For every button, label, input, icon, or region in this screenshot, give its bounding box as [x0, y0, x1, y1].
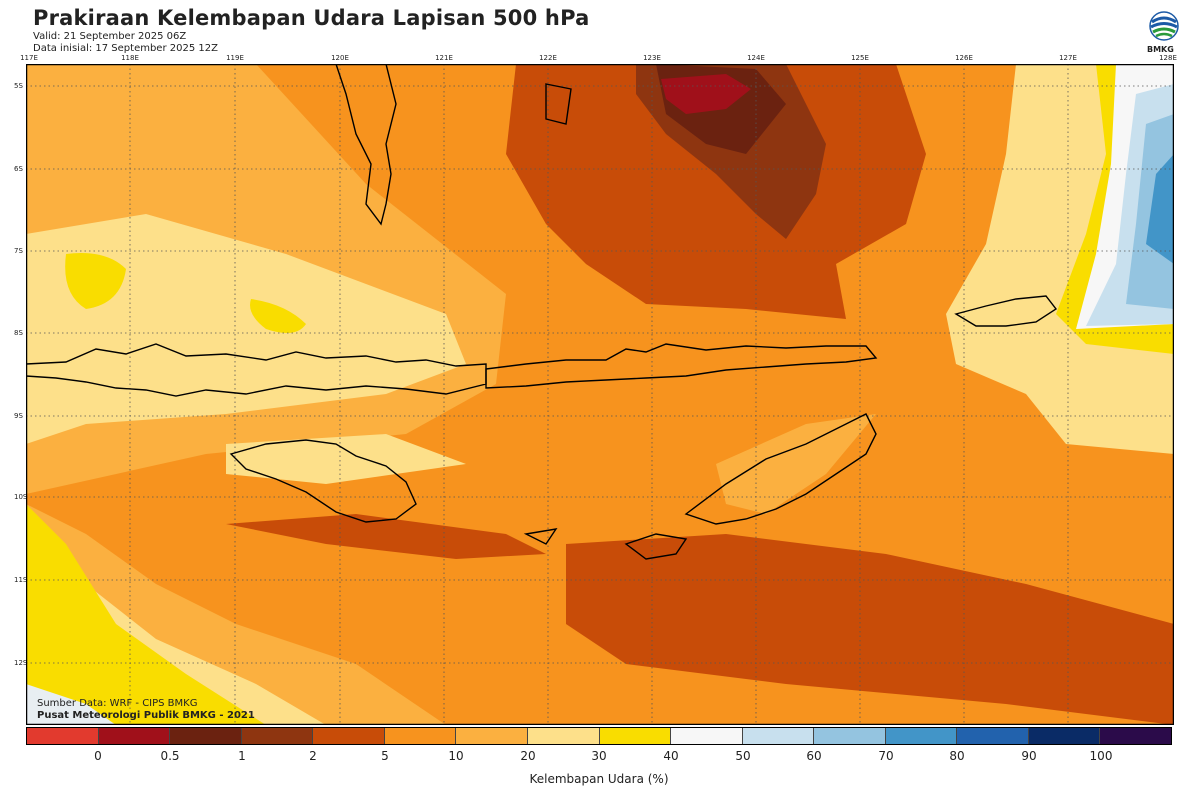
lat-label: 6S [14, 165, 23, 173]
lat-label: 5S [14, 82, 23, 90]
field-sw-yellow [26, 504, 266, 725]
colorbar-tick: 10 [448, 749, 464, 763]
island-buton [545, 83, 572, 125]
colorbar-swatch [170, 728, 242, 744]
island-wetar [954, 295, 1058, 327]
bmkg-logo-icon [1149, 11, 1179, 41]
field-center-pale [226, 434, 466, 484]
field-yellow-west1 [65, 253, 126, 309]
colorbar-tick: 100 [1089, 749, 1113, 763]
lat-label: 7S [14, 247, 23, 255]
coastlines [26, 64, 1058, 560]
island-sulawesi [335, 64, 397, 226]
island-flores [485, 343, 878, 389]
field-south-dark2 [226, 514, 546, 559]
colorbar-swatch [814, 728, 886, 744]
field-yellow-west2 [250, 299, 306, 333]
lon-label: 124E [747, 54, 765, 62]
island-small1 [523, 528, 558, 545]
colorbar-tick: 90 [1021, 749, 1037, 763]
lon-label: 118E [121, 54, 139, 62]
lon-label: 122E [539, 54, 557, 62]
island-rote [624, 533, 688, 560]
colorbar-swatch [1028, 728, 1101, 744]
colorbar-tick: 5 [381, 749, 389, 763]
colorbar-tick: 0 [94, 749, 102, 763]
island-timor [684, 413, 877, 525]
lon-label: 128E [1159, 54, 1177, 62]
lat-label: 9S [14, 412, 23, 420]
lon-label: 125E [851, 54, 869, 62]
colorbar-swatch [241, 728, 314, 744]
valid-time: Valid: 21 September 2025 06Z [33, 31, 187, 42]
lat-label: 10S [14, 493, 28, 501]
colorbar-tick: 80 [949, 749, 965, 763]
source-line: Sumber Data: WRF - CIPS BMKG [37, 698, 198, 709]
colorbar-swatch [671, 728, 743, 744]
colorbar-title: Kelembapan Udara (%) [529, 772, 669, 786]
island-sumba [229, 439, 417, 523]
lat-label: 11S [14, 576, 28, 584]
field-south-dark1 [566, 534, 1174, 725]
colorbar-tick: 60 [806, 749, 822, 763]
colorbar-swatch [527, 728, 600, 744]
lon-label: 119E [226, 54, 244, 62]
lon-label: 123E [643, 54, 661, 62]
lat-label: 12S [14, 659, 28, 667]
colorbar-swatch [313, 728, 385, 744]
colorbar-swatch [27, 728, 99, 744]
chart-title: Prakiraan Kelembapan Udara Lapisan 500 h… [33, 6, 590, 30]
colorbar-tick: 0.5 [160, 749, 180, 763]
colorbar-swatch [384, 728, 457, 744]
field-east-blue [1126, 114, 1174, 309]
colorbar-swatch [885, 728, 958, 744]
colorbar-swatch [957, 728, 1029, 744]
lon-label: 126E [955, 54, 973, 62]
colorbar-swatch [599, 728, 672, 744]
field-sw-white [26, 684, 116, 725]
humidity-map [26, 64, 1174, 725]
colorbar-tick: 40 [663, 749, 679, 763]
colorbar-swatch [456, 728, 528, 744]
lon-label: 121E [435, 54, 453, 62]
colorbar-tick: 30 [591, 749, 607, 763]
colorbar-tick: 20 [520, 749, 536, 763]
colorbar-tick: 50 [735, 749, 751, 763]
colorbar-swatch [98, 728, 171, 744]
colorbar-tick: 1 [238, 749, 246, 763]
field-east-dblue [1146, 154, 1174, 264]
colorbar-swatch [742, 728, 815, 744]
field-north-dark [506, 64, 926, 319]
field-timor-pale [716, 414, 876, 514]
colorbar-tick: 2 [309, 749, 317, 763]
colorbar [26, 727, 1172, 745]
colorbar-tick: 70 [878, 749, 894, 763]
lon-label: 120E [331, 54, 349, 62]
init-time: Data inisial: 17 September 2025 12Z [33, 43, 218, 54]
logo-text: BMKG [1147, 45, 1174, 54]
lat-label: 8S [14, 329, 23, 337]
field-north-red [661, 74, 751, 114]
lon-label: 127E [1059, 54, 1077, 62]
source-org: Pusat Meteorologi Publik BMKG - 2021 [37, 710, 255, 721]
lon-label: 117E [20, 54, 38, 62]
colorbar-swatch [1100, 728, 1171, 744]
